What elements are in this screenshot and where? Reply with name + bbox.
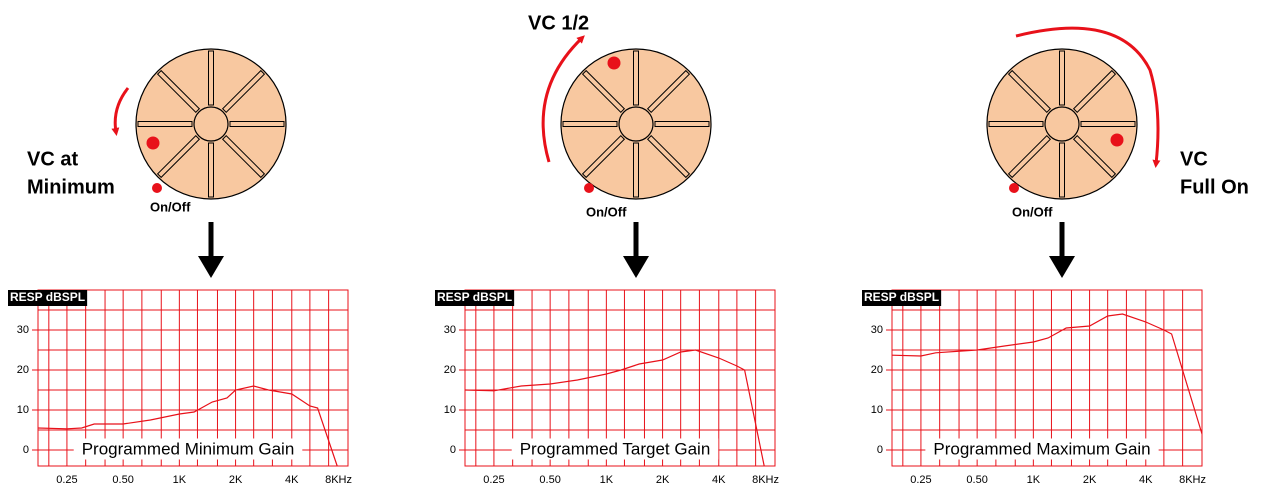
y-tick-label: 10 (444, 404, 456, 416)
annotation: Programmed Target Gain (520, 439, 711, 458)
down-arrow-head (623, 256, 649, 278)
x-tick-label: 2K (229, 474, 243, 486)
y-tick-label: 20 (444, 364, 456, 376)
x-tick-label: 8KHz (1179, 474, 1206, 486)
x-tick-label: 1K (173, 474, 187, 486)
switch-label: On/Off (1012, 204, 1053, 219)
dial-spoke (209, 51, 214, 105)
dial-spoke (209, 143, 214, 197)
dial: On/Off VC Full On (987, 28, 1249, 278)
dial-spoke (634, 51, 639, 105)
y-tick-label: 0 (23, 444, 29, 456)
dial: On/Off VC at Minimum (27, 49, 286, 278)
y-axis-label: RESP dBSPL (864, 290, 939, 304)
y-axis-label: RESP dBSPL (10, 290, 85, 304)
dial-spoke (563, 122, 617, 127)
y-tick-label: 10 (871, 404, 883, 416)
down-arrow-head (198, 256, 224, 278)
dial: On/Off VC 1/2 (528, 12, 711, 278)
x-tick-label: 0.50 (539, 474, 560, 486)
x-tick-label: 0.50 (966, 474, 987, 486)
x-tick-label: 4K (1139, 474, 1153, 486)
dial-spoke (989, 122, 1043, 127)
y-tick-label: 30 (444, 324, 456, 336)
dial-spoke (1060, 143, 1065, 197)
dial-hub (619, 107, 653, 141)
annotation: Programmed Maximum Gain (933, 439, 1150, 458)
dial-spoke (1060, 51, 1065, 105)
dial-label: Full On (1180, 176, 1249, 198)
y-tick-label: 30 (871, 324, 883, 336)
x-tick-label: 0.25 (483, 474, 504, 486)
down-arrow-head (1049, 256, 1075, 278)
data-line (892, 314, 1202, 434)
y-tick-label: 10 (17, 404, 29, 416)
x-tick-label: 0.50 (112, 474, 133, 486)
dial-label: VC at (27, 148, 78, 170)
dial-spoke (138, 122, 192, 127)
switch-indicator (584, 183, 594, 193)
dial-hub (1045, 107, 1079, 141)
switch-indicator (1009, 183, 1019, 193)
dial-spoke (634, 143, 639, 197)
x-tick-label: 0.25 (56, 474, 77, 486)
y-tick-label: 20 (17, 364, 29, 376)
y-tick-label: 30 (17, 324, 29, 336)
chart: 0.25 0.50 1K 2K 4K 8KHz 0 10 20 30 RESP dBSPL Progr… (435, 290, 779, 486)
diagram: On/Off VC at Minimum On/Off VC 1/2 On/Off VC Fu… (0, 0, 1274, 490)
y-tick-label: 0 (877, 444, 883, 456)
x-tick-label: 8KHz (752, 474, 779, 486)
x-tick-label: 8KHz (325, 474, 352, 486)
dial-spoke (230, 122, 284, 127)
x-tick-label: 2K (656, 474, 670, 486)
dial-label: VC (1180, 148, 1208, 170)
dial-spoke (1081, 122, 1135, 127)
dial-label: Minimum (27, 176, 115, 198)
x-tick-label: 2K (1083, 474, 1097, 486)
annotation: Programmed Minimum Gain (82, 439, 295, 458)
x-tick-label: 1K (1027, 474, 1041, 486)
dial-indicator (147, 137, 160, 150)
y-tick-label: 20 (871, 364, 883, 376)
dial-indicator (1111, 134, 1124, 147)
chart: 0.25 0.50 1K 2K 4K 8KHz 0 10 20 30 RESP dBSPL Progr… (862, 290, 1206, 486)
switch-indicator (152, 183, 162, 193)
dial-spoke (655, 122, 709, 127)
switch-label: On/Off (150, 199, 191, 214)
dial-indicator (608, 57, 621, 70)
y-axis-label: RESP dBSPL (437, 290, 512, 304)
rotation-arrow (115, 88, 128, 132)
switch-label: On/Off (586, 204, 627, 219)
dial-label: VC 1/2 (528, 12, 589, 34)
x-tick-label: 1K (600, 474, 614, 486)
x-tick-label: 0.25 (910, 474, 931, 486)
y-tick-label: 0 (450, 444, 456, 456)
x-tick-label: 4K (712, 474, 726, 486)
dial-hub (194, 107, 228, 141)
x-tick-label: 4K (285, 474, 299, 486)
chart: 0.25 0.50 1K 2K 4K 8KHz 0 10 20 30 RESP dBSPL Progr… (8, 290, 352, 486)
